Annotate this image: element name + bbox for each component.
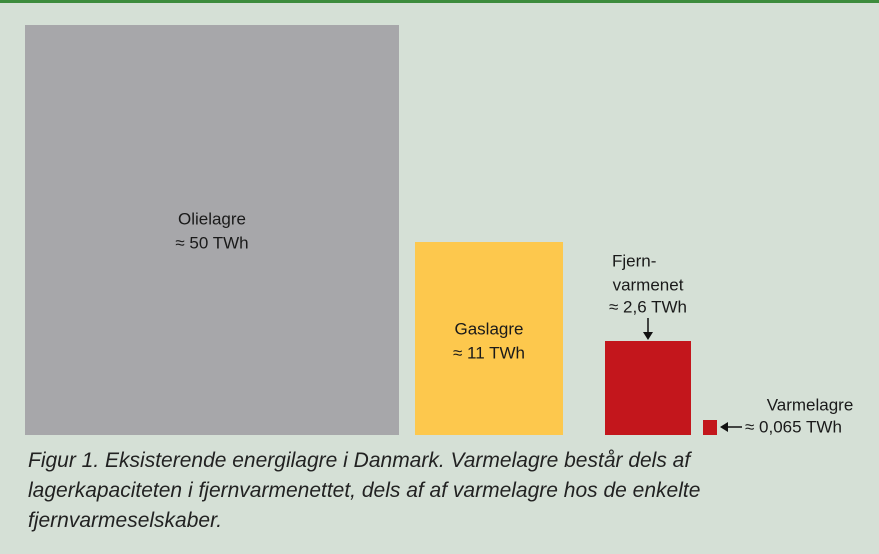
node-label: Varmelagre xyxy=(767,395,854,414)
node-label: varmenet xyxy=(613,275,684,294)
node-label: ≈ 50 TWh xyxy=(175,233,248,252)
node-label: Fjern- xyxy=(612,251,656,270)
caption: Figur 1. Eksisterende energilagre i Danm… xyxy=(28,449,701,532)
arrow-head xyxy=(643,332,653,340)
node-label: ≈ 0,065 TWh xyxy=(745,417,842,436)
oil-square xyxy=(25,25,399,435)
node-label: ≈ 11 TWh xyxy=(453,343,525,362)
diagram: Olielagre ≈ 50 TWh Gaslagre ≈ 11 TWh Fje… xyxy=(0,0,879,436)
node-label: Gaslagre xyxy=(455,319,524,338)
gas-square xyxy=(415,242,563,435)
top-rule xyxy=(0,0,879,3)
node-label: Olielagre xyxy=(178,209,246,228)
district-heating-square xyxy=(605,341,691,435)
heat-storage-square xyxy=(703,420,717,435)
node-label: ≈ 2,6 TWh xyxy=(609,297,687,316)
arrow-head xyxy=(720,422,728,432)
